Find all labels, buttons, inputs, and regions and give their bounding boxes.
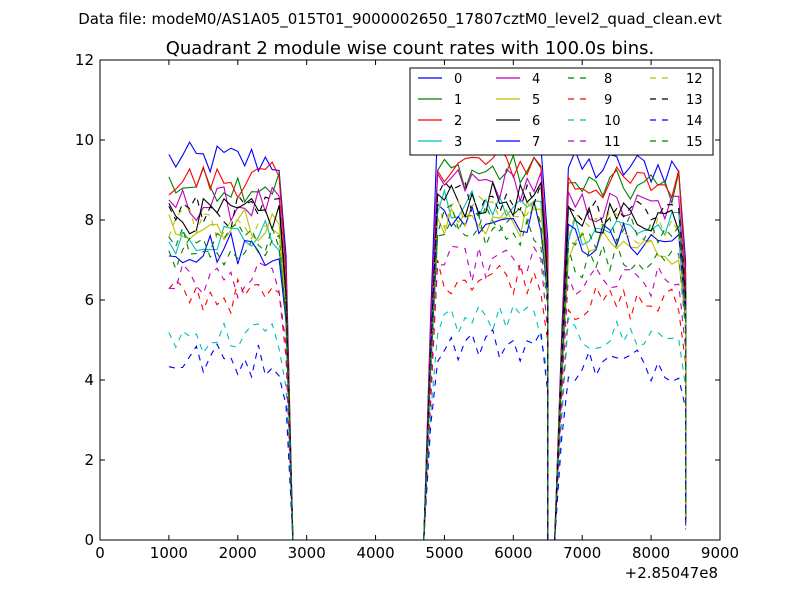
series-line-14 bbox=[168, 328, 687, 541]
legend-label-10: 10 bbox=[604, 114, 621, 129]
legend-label-0: 0 bbox=[454, 72, 462, 87]
x-tick-label: 7000 bbox=[563, 544, 601, 562]
x-tick-label: 4000 bbox=[356, 544, 394, 562]
series-line-11 bbox=[168, 245, 687, 541]
legend-label-14: 14 bbox=[686, 114, 703, 129]
legend-label-13: 13 bbox=[686, 93, 703, 108]
legend-label-7: 7 bbox=[532, 135, 540, 150]
legend-label-9: 9 bbox=[604, 93, 612, 108]
series-line-0 bbox=[168, 124, 687, 541]
series-line-13 bbox=[168, 180, 687, 541]
legend-label-12: 12 bbox=[686, 72, 703, 87]
y-tick-label: 4 bbox=[84, 371, 94, 389]
chart-title: Quadrant 2 module wise count rates with … bbox=[166, 38, 655, 59]
x-offset-label: +2.85047e8 bbox=[625, 564, 718, 582]
y-tick-label: 6 bbox=[84, 291, 94, 309]
legend-label-15: 15 bbox=[686, 135, 703, 150]
axis-ticks: 0 1000 2000 3000 4000 5000 6000 7000 8000 9000 0 2 4… bbox=[75, 51, 739, 562]
series-line-10 bbox=[168, 304, 687, 541]
legend-label-5: 5 bbox=[532, 93, 540, 108]
y-tick-label: 0 bbox=[84, 531, 94, 549]
suptitle: Data file: modeM0/AS1A05_015T01_90000026… bbox=[78, 10, 722, 29]
x-tick-label: 2000 bbox=[219, 544, 257, 562]
legend-label-6: 6 bbox=[532, 114, 540, 129]
legend-label-2: 2 bbox=[454, 114, 462, 129]
legend-label-8: 8 bbox=[604, 72, 612, 87]
legend-label-11: 11 bbox=[604, 135, 621, 150]
x-tick-label: 0 bbox=[95, 544, 105, 562]
series-line-4 bbox=[168, 168, 687, 541]
x-tick-label: 9000 bbox=[701, 544, 739, 562]
y-tick-label: 8 bbox=[84, 211, 94, 229]
y-tick-label: 2 bbox=[84, 451, 94, 469]
y-tick-label: 12 bbox=[75, 51, 94, 69]
y-tick-label: 10 bbox=[75, 131, 94, 149]
legend-label-1: 1 bbox=[454, 93, 462, 108]
x-tick-label: 5000 bbox=[425, 544, 463, 562]
legend-label-4: 4 bbox=[532, 72, 540, 87]
plot-area bbox=[168, 124, 687, 541]
x-tick-label: 6000 bbox=[494, 544, 532, 562]
legend-label-3: 3 bbox=[454, 135, 462, 150]
series-line-15 bbox=[168, 202, 687, 541]
x-tick-label: 1000 bbox=[150, 544, 188, 562]
x-tick-label: 3000 bbox=[288, 544, 326, 562]
series-line-8 bbox=[168, 214, 687, 541]
x-tick-label: 8000 bbox=[632, 544, 670, 562]
